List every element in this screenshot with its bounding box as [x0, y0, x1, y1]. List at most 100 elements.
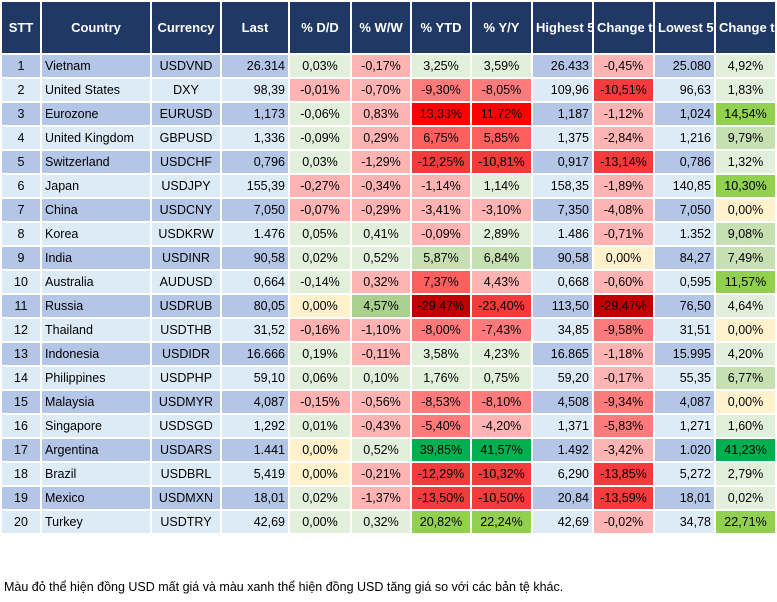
cell-yy: 11,72% — [470, 101, 533, 127]
cell-ww: 0,10% — [350, 365, 412, 391]
cell-yy: 4,43% — [470, 269, 533, 295]
cell-high: 16.865 — [531, 341, 594, 367]
cell-low: 1,271 — [653, 413, 716, 439]
cell-last: 26.314 — [220, 53, 290, 79]
cell-h52: -5,83% — [592, 413, 655, 439]
cell-last: 1,292 — [220, 413, 290, 439]
cell-l52: 9,08% — [714, 221, 777, 247]
cell-high: 59,20 — [531, 365, 594, 391]
cell-stt: 5 — [0, 149, 42, 175]
cell-ww: 0,83% — [350, 101, 412, 127]
header-last[interactable]: Last — [220, 0, 290, 55]
cell-ww: -1,29% — [350, 149, 412, 175]
cell-stt: 15 — [0, 389, 42, 415]
cell-currency: USDIDR — [150, 341, 222, 367]
cell-yy: 22,24% — [470, 509, 533, 535]
cell-country: Singapore — [40, 413, 152, 439]
header-l52[interactable]: Change to L52W — [714, 0, 777, 55]
cell-last: 16.666 — [220, 341, 290, 367]
cell-h52: -1,12% — [592, 101, 655, 127]
cell-country: Philippines — [40, 365, 152, 391]
cell-country: United States — [40, 77, 152, 103]
cell-dd: -0,06% — [288, 101, 352, 127]
cell-high: 26.433 — [531, 53, 594, 79]
table-row: 16 Singapore USDSGD 1,292 0,01% -0,43% -5,40% -… — [0, 413, 777, 439]
cell-ww: -0,17% — [350, 53, 412, 79]
cell-dd: 0,02% — [288, 245, 352, 271]
table-row: 14 Philippines USDPHP 59,10 0,06% 0,10% 1,76% 0… — [0, 365, 777, 391]
header-country[interactable]: Country — [40, 0, 152, 55]
cell-stt: 4 — [0, 125, 42, 151]
cell-dd: 0,00% — [288, 293, 352, 319]
table-row: 6 Japan USDJPY 155,39 -0,27% -0,34% -1,14% 1,14… — [0, 173, 777, 199]
cell-ww: 0,41% — [350, 221, 412, 247]
cell-country: Thailand — [40, 317, 152, 343]
cell-low: 34,78 — [653, 509, 716, 535]
cell-high: 0,917 — [531, 149, 594, 175]
cell-currency: USDMXN — [150, 485, 222, 511]
cell-high: 1,371 — [531, 413, 594, 439]
header-ytd[interactable]: % YTD — [410, 0, 472, 55]
cell-low: 76,50 — [653, 293, 716, 319]
cell-yy: 5,85% — [470, 125, 533, 151]
cell-stt: 6 — [0, 173, 42, 199]
header-ww[interactable]: % W/W — [350, 0, 412, 55]
cell-currency: USDARS — [150, 437, 222, 463]
header-row: STT Country Currency Last% D/D% W/W% YTD% Y… — [0, 0, 777, 55]
cell-low: 4,087 — [653, 389, 716, 415]
cell-country: Argentina — [40, 437, 152, 463]
cell-country: Eurozone — [40, 101, 152, 127]
cell-country: Malaysia — [40, 389, 152, 415]
cell-low: 84,27 — [653, 245, 716, 271]
cell-low: 18,01 — [653, 485, 716, 511]
cell-currency: USDBRL — [150, 461, 222, 487]
cell-country: United Kingdom — [40, 125, 152, 151]
table-row: 1 Vietnam USDVND 26.314 0,03% -0,17% 3,25% 3,59… — [0, 53, 777, 79]
cell-ww: -0,34% — [350, 173, 412, 199]
cell-l52: 7,49% — [714, 245, 777, 271]
header-high[interactable]: Highest 52W — [531, 0, 594, 55]
table-row: 4 United Kingdom GBPUSD 1,336 -0,09% 0,29% 6,7… — [0, 125, 777, 151]
cell-currency: USDSGD — [150, 413, 222, 439]
cell-l52: 2,79% — [714, 461, 777, 487]
cell-ytd: -1,14% — [410, 173, 472, 199]
cell-l52: 11,57% — [714, 269, 777, 295]
cell-high: 0,668 — [531, 269, 594, 295]
cell-l52: 4,64% — [714, 293, 777, 319]
cell-dd: 0,00% — [288, 509, 352, 535]
cell-ytd: 1,76% — [410, 365, 472, 391]
table-row: 8 Korea USDKRW 1.476 0,05% 0,41% -0,09% 2,89% 1.… — [0, 221, 777, 247]
cell-currency: USDCNY — [150, 197, 222, 223]
cell-currency: USDTRY — [150, 509, 222, 535]
cell-yy: 4,23% — [470, 341, 533, 367]
header-low[interactable]: Lowest 52W — [653, 0, 716, 55]
cell-currency: USDPHP — [150, 365, 222, 391]
cell-h52: 0,00% — [592, 245, 655, 271]
cell-country: Brazil — [40, 461, 152, 487]
cell-ytd: -13,50% — [410, 485, 472, 511]
cell-h52: -0,02% — [592, 509, 655, 535]
header-currency[interactable]: Currency — [150, 0, 222, 55]
cell-ww: -1,37% — [350, 485, 412, 511]
cell-h52: -9,34% — [592, 389, 655, 415]
cell-stt: 19 — [0, 485, 42, 511]
cell-dd: -0,27% — [288, 173, 352, 199]
currency-table: STT Country Currency Last% D/D% W/W% YTD% Y… — [0, 0, 777, 535]
cell-ww: 0,32% — [350, 509, 412, 535]
cell-l52: 41,23% — [714, 437, 777, 463]
cell-dd: -0,07% — [288, 197, 352, 223]
cell-country: Indonesia — [40, 341, 152, 367]
header-stt[interactable]: STT — [0, 0, 42, 55]
cell-stt: 18 — [0, 461, 42, 487]
cell-l52: 1,60% — [714, 413, 777, 439]
table-row: 13 Indonesia USDIDR 16.666 0,19% -0,11% 3,58% 4… — [0, 341, 777, 367]
header-h52[interactable]: Change to H52W — [592, 0, 655, 55]
cell-last: 1.441 — [220, 437, 290, 463]
header-yy[interactable]: % Y/Y — [470, 0, 533, 55]
cell-dd: 0,19% — [288, 341, 352, 367]
header-dd[interactable]: % D/D — [288, 0, 352, 55]
cell-last: 1.476 — [220, 221, 290, 247]
cell-currency: USDMYR — [150, 389, 222, 415]
table-row: 2 United States DXY 98,39 -0,01% -0,70% -9,30%… — [0, 77, 777, 103]
cell-ww: 0,52% — [350, 437, 412, 463]
